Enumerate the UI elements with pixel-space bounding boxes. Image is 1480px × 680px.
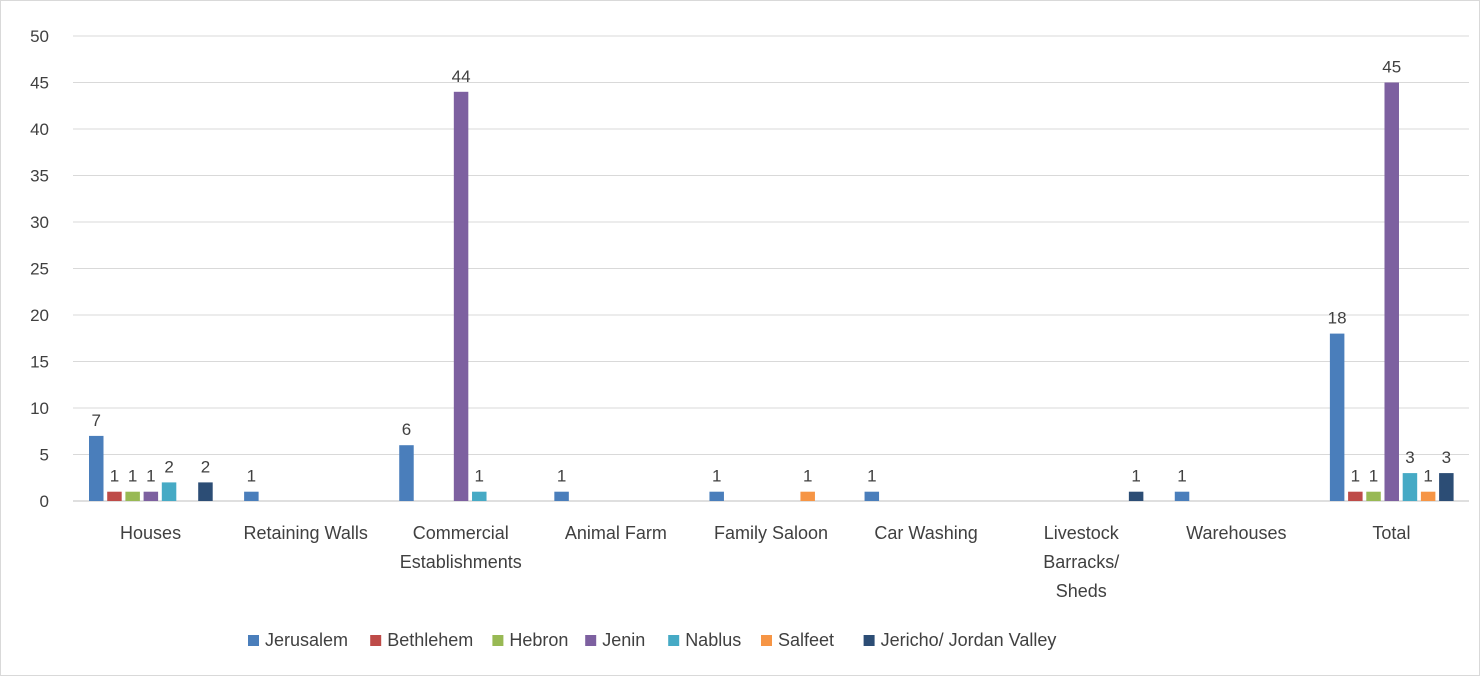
x-category-label: Livestock — [1044, 523, 1120, 543]
x-category-label: Total — [1372, 523, 1410, 543]
data-label: 6 — [402, 420, 411, 439]
x-category-label: Commercial — [413, 523, 509, 543]
legend-swatch — [370, 635, 381, 646]
data-label: 1 — [128, 467, 137, 486]
legend: Jerusalem Bethlehem Hebron Jenin Nablus Salfe… — [248, 630, 1056, 650]
bar — [162, 482, 177, 501]
bar — [454, 92, 469, 501]
data-label: 1 — [803, 467, 812, 486]
bar — [865, 492, 880, 501]
bar — [1175, 492, 1190, 501]
bar — [1129, 492, 1144, 501]
bar — [709, 492, 724, 501]
y-tick-label: 30 — [30, 213, 49, 232]
legend-swatch — [585, 635, 596, 646]
y-tick-label: 35 — [30, 167, 49, 186]
bar — [144, 492, 159, 501]
y-tick-label: 40 — [30, 120, 49, 139]
legend-label: Bethlehem — [387, 630, 473, 650]
data-label: 1 — [1177, 467, 1186, 486]
bar — [1439, 473, 1454, 501]
data-label: 44 — [452, 67, 471, 86]
data-label: 45 — [1382, 58, 1401, 77]
y-tick-label: 5 — [40, 446, 49, 465]
x-category-label: Sheds — [1056, 581, 1107, 601]
bar — [1421, 492, 1436, 501]
legend-label: Jerusalem — [265, 630, 348, 650]
x-category-label: Car Washing — [874, 523, 977, 543]
x-category-label: Animal Farm — [565, 523, 667, 543]
bar — [554, 492, 569, 501]
y-tick-label: 20 — [30, 306, 49, 325]
bar — [198, 482, 213, 501]
bar — [89, 436, 104, 501]
bar — [1403, 473, 1418, 501]
data-label: 1 — [110, 467, 119, 486]
legend-label: Hebron — [509, 630, 568, 650]
legend-swatch — [248, 635, 259, 646]
data-label: 2 — [201, 457, 210, 476]
x-category-label: Houses — [120, 523, 181, 543]
data-label: 1 — [1423, 467, 1432, 486]
gridlines — [73, 36, 1469, 501]
data-label: 1 — [867, 467, 876, 486]
x-axis: Houses Retaining Walls Commercial Establish… — [120, 523, 1410, 601]
data-label: 3 — [1442, 448, 1451, 467]
data-label: 1 — [247, 467, 256, 486]
bar — [800, 492, 815, 501]
bar — [399, 445, 414, 501]
bar — [125, 492, 139, 501]
bar — [1330, 334, 1345, 501]
data-label: 3 — [1405, 448, 1414, 467]
y-tick-label: 0 — [40, 492, 49, 511]
x-category-label: Establishments — [400, 552, 522, 572]
data-label: 1 — [557, 467, 566, 486]
data-label: 1 — [712, 467, 721, 486]
data-label: 2 — [164, 457, 173, 476]
y-tick-label: 15 — [30, 353, 49, 372]
y-tick-label: 25 — [30, 260, 49, 279]
legend-label: Nablus — [685, 630, 741, 650]
y-tick-label: 50 — [30, 27, 49, 46]
bar — [107, 492, 122, 501]
y-tick-label: 10 — [30, 399, 49, 418]
legend-swatch — [864, 635, 875, 646]
legend-label: Jericho/ Jordan Valley — [881, 630, 1057, 650]
x-category-label: Retaining Walls — [243, 523, 367, 543]
legend-swatch — [492, 635, 503, 646]
bar — [472, 492, 487, 501]
y-tick-label: 45 — [30, 74, 49, 93]
legend-label: Jenin — [602, 630, 645, 650]
data-label: 1 — [475, 467, 484, 486]
bar — [244, 492, 259, 501]
data-label: 1 — [1351, 467, 1360, 486]
legend-swatch — [761, 635, 772, 646]
legend-label: Salfeet — [778, 630, 834, 650]
x-category-label: Family Saloon — [714, 523, 828, 543]
data-label: 1 — [146, 467, 155, 486]
bar — [1384, 83, 1399, 502]
x-category-label: Barracks/ — [1043, 552, 1119, 572]
data-label: 1 — [1131, 467, 1140, 486]
y-axis: 0 5 10 15 20 25 30 35 40 45 50 — [30, 27, 49, 511]
legend-swatch — [668, 635, 679, 646]
bar — [1348, 492, 1363, 501]
data-label: 1 — [1369, 467, 1378, 486]
bar — [1366, 492, 1381, 501]
bars — [89, 83, 1454, 502]
data-label: 18 — [1328, 309, 1347, 328]
x-category-label: Warehouses — [1186, 523, 1286, 543]
data-label: 7 — [92, 411, 101, 430]
